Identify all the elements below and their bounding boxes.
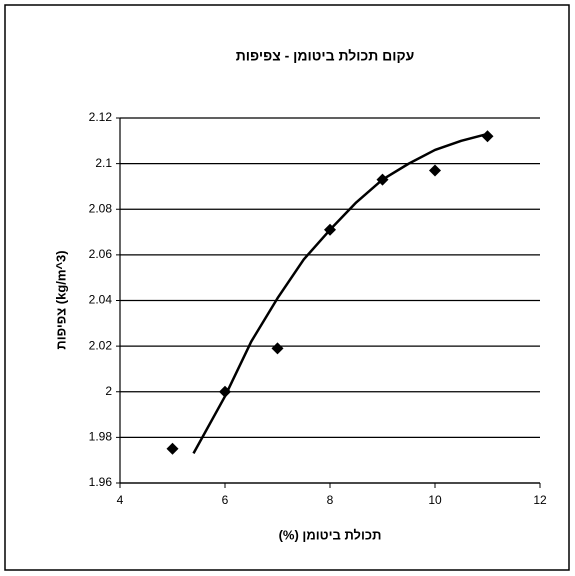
point <box>481 130 494 143</box>
x-tick-label: 4 <box>117 493 124 507</box>
point <box>376 173 389 186</box>
chart-title: עקום תכולת ביטומן - צפיפות <box>236 48 415 64</box>
point <box>166 442 179 455</box>
y-tick-label: 1.98 <box>89 430 113 444</box>
x-tick-label: 10 <box>428 493 442 507</box>
chart-border <box>4 4 570 571</box>
y-tick-label: 2.08 <box>89 201 113 215</box>
point <box>429 164 441 177</box>
x-tick-label: 6 <box>222 493 229 507</box>
y-tick-label: 1.96 <box>89 475 113 489</box>
point <box>271 342 284 355</box>
y-tick-label: 2.06 <box>89 247 113 261</box>
y-axis-label: צפיפות (kg/m^3) <box>53 250 68 349</box>
y-tick-label: 2 <box>105 384 112 398</box>
y-tick-label: 2.04 <box>89 293 113 307</box>
trendline <box>192 132 488 454</box>
point <box>219 385 231 398</box>
y-tick-label: 2.12 <box>89 110 113 124</box>
x-axis-label: תכולת ביטומן (%) <box>279 527 382 542</box>
x-tick-label: 8 <box>327 493 334 507</box>
point <box>324 223 336 236</box>
y-tick-label: 2.1 <box>95 156 112 170</box>
y-tick-label: 2.02 <box>89 338 113 352</box>
x-tick-label: 12 <box>533 493 547 507</box>
